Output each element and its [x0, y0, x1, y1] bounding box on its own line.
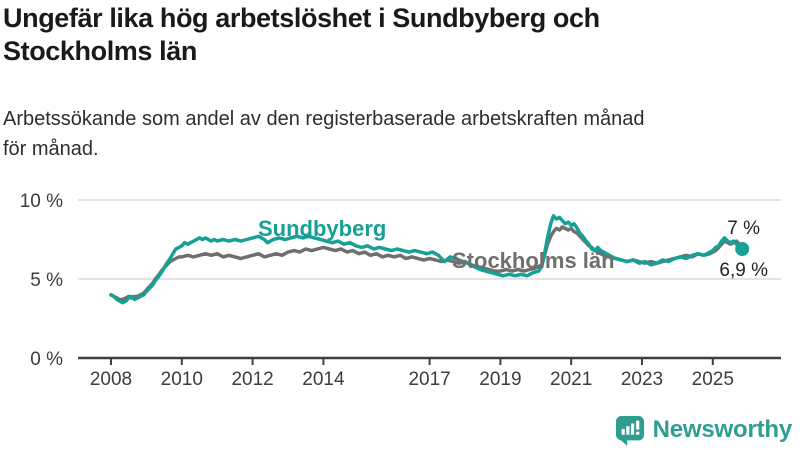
y-axis-label-10: 10 %: [20, 191, 63, 212]
logo-exclamation-icon: [635, 420, 639, 430]
y-axis-label-0: 0 %: [30, 349, 63, 370]
chart-subtitle-line-2: för månad.: [3, 138, 99, 160]
series-label-sundbyberg: Sundbyberg: [258, 216, 386, 241]
series-label-stockholms-lan: Stockholms län: [452, 248, 615, 273]
end-value-sundbyberg: 6,9 %: [719, 260, 768, 281]
page-title-line-1: Ungefär lika hög arbetslöshet i Sundbybe…: [3, 3, 600, 33]
logo-bar-3: [630, 422, 634, 435]
chart-header: Ungefär lika hög arbetslöshet i Sundbybe…: [3, 2, 783, 68]
chart-subtitle-line-1: Arbetssökande som andel av den registerb…: [3, 108, 645, 130]
newsworthy-logo-icon: [615, 415, 644, 446]
x-axis-label-2010: 2010: [161, 369, 203, 390]
chart-subtitle: Arbetssökande som andel av den registerb…: [3, 104, 793, 164]
latest-value-dot: [735, 241, 750, 256]
unemployment-line-chart: 0 %5 %10 % 2008 2010 2012 2014 2017 2019 2021 2…: [20, 191, 781, 390]
x-axis-label-2021: 2021: [550, 369, 592, 390]
x-axis-label-2012: 2012: [231, 369, 273, 390]
page-title-line-2: Stockholms län: [3, 36, 197, 66]
chart-axis: 2008 2010 2012 2014 2017 2019 2021 2023 2025: [78, 356, 781, 390]
logo-bar-2: [625, 425, 630, 435]
chart-area: 0 % 5 % 10 % 2008 2010 2012 2014 2017 2019 2021 2…: [0, 185, 800, 415]
x-axis-label-2014: 2014: [302, 369, 345, 390]
series-lines: [109, 214, 750, 305]
x-axis-label-2017: 2017: [408, 369, 450, 390]
x-axis-label-2023: 2023: [621, 369, 663, 390]
x-axis-label-2019: 2019: [479, 369, 521, 390]
chart-gridlines: 0 % 5 % 10 %: [20, 191, 781, 370]
newsworthy-wordmark: Newsworthy: [652, 416, 793, 443]
end-value-stockholms-lan: 7 %: [727, 218, 760, 239]
newsworthy-logo[interactable]: Newsworthy: [615, 414, 792, 446]
page-title: Ungefär lika hög arbetslöshet i Sundbybe…: [3, 2, 783, 68]
logo-bar-1: [621, 428, 625, 435]
line-sundbyberg: [109, 214, 744, 305]
x-axis-label-2008: 2008: [90, 369, 132, 390]
y-axis-label-5: 5 %: [30, 270, 63, 291]
x-axis-label-2025: 2025: [692, 369, 734, 390]
